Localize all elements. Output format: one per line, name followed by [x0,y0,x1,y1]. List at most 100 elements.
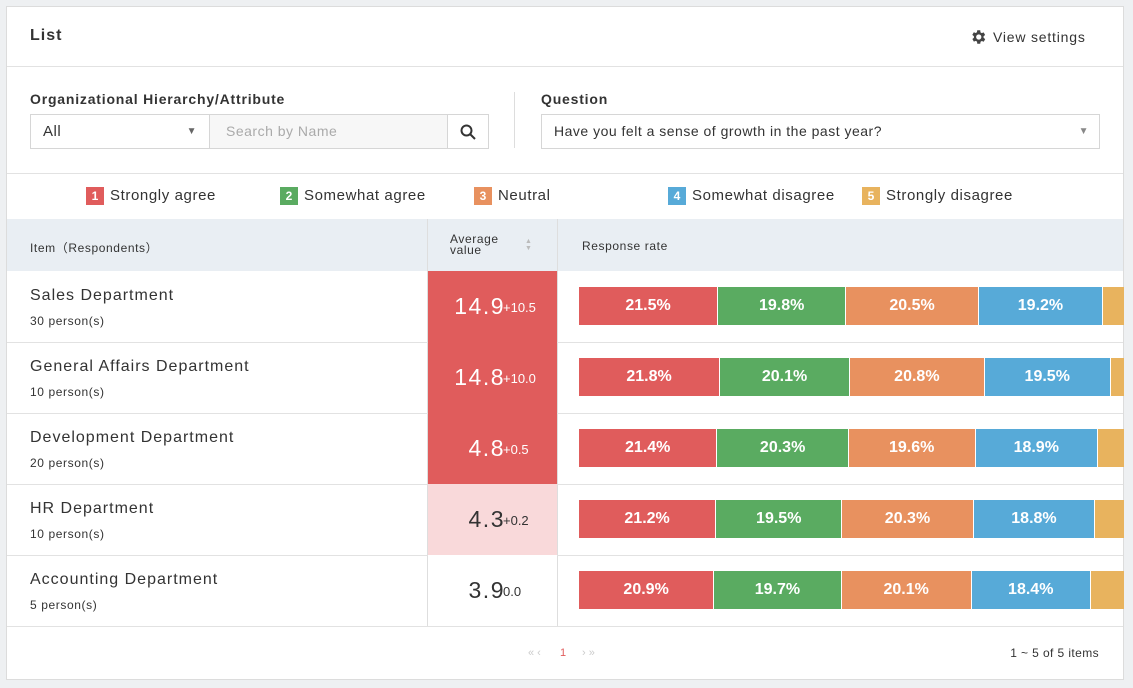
legend-label: Strongly agree [110,187,216,204]
search-button[interactable] [447,114,489,149]
rate-segment: 18.4% [971,571,1090,609]
rate-segment: 20.3% [717,429,848,467]
rate-segment: 18.9% [975,429,1097,467]
hierarchy-select[interactable]: All ▼ [30,114,210,149]
average-diff: 0.0 [503,584,522,599]
title: List [30,27,63,44]
response-bar: 21.4% 20.3% 19.6% 18.9% [579,429,1124,467]
rate-segment: 21.8% [579,358,720,396]
search-input[interactable]: Search by Name [209,114,448,149]
rate-segment-rest [1090,571,1124,609]
response-bar: 21.5% 19.8% 20.5% 19.2% [579,287,1124,325]
response-bar: 21.2% 19.5% 20.3% 18.8% [579,500,1124,538]
rate-segment: 19.5% [716,500,842,538]
rate-segment: 19.2% [978,287,1103,325]
row-name: Development Department [30,429,235,446]
row-divider [7,484,1123,485]
column-header: Response rate [582,239,668,253]
column-header: Item（Respondents） [30,241,159,255]
pager-summary: 1 ~ 5 of 5 items [1010,646,1099,660]
hierarchy-value: All [43,123,62,140]
row-respondents: 10 person(s) [30,385,105,399]
rate-segment: 21.4% [579,429,717,467]
row-name: Sales Department [30,287,175,304]
row-divider [7,626,1123,627]
average-value: 3.9 [468,577,505,603]
caret: ▼ [1078,126,1089,137]
pager-next[interactable]: › » [582,647,595,659]
average-diff: +10.5 [503,300,536,315]
row-divider [7,413,1123,414]
row-divider [7,555,1123,556]
table-header [7,219,1123,271]
question-value: Have you felt a sense of growth in the p… [554,123,883,139]
rate-segment: 19.7% [714,571,841,609]
rate-segment: 21.5% [579,287,718,325]
search-icon [460,124,476,140]
legend-label: Somewhat agree [304,187,426,204]
average-diff: +0.2 [503,513,529,528]
row-respondents: 30 person(s) [30,314,105,328]
average-value: 4.8 [468,435,505,461]
response-bar: 21.8% 20.1% 20.8% 19.5% [579,358,1124,396]
rate-segment: 20.5% [846,287,978,325]
response-bar: 20.9% 19.7% 20.1% 18.4% [579,571,1124,609]
sort-icon[interactable]: ▲ ▼ [525,238,532,252]
row-respondents: 20 person(s) [30,456,105,470]
hierarchy-label: Organizational Hierarchy/Attribute [30,91,286,107]
average-cell [428,342,557,413]
column-divider [557,219,558,627]
rate-segment: 20.8% [850,358,984,396]
rate-segment: 19.8% [718,287,846,325]
rate-segment: 20.3% [842,500,973,538]
rate-segment-rest [1097,429,1124,467]
filter-divider [514,92,515,148]
average-diff: +10.0 [503,371,536,386]
row-divider [7,342,1123,343]
pager-current[interactable]: 1 [560,647,567,659]
rate-segment: 20.9% [579,571,714,609]
column-header[interactable]: Average value [450,232,499,257]
legend-badge: 4 [668,187,686,205]
legend-label: Strongly disagree [886,187,1013,204]
average-value: 14.8 [454,364,505,390]
gear-icon[interactable] [969,28,987,46]
row-name: General Affairs Department [30,358,250,375]
legend-badge: 5 [862,187,880,205]
average-value: 14.9 [454,293,505,319]
question-label: Question [541,91,609,107]
column-divider [427,219,428,627]
rate-segment-rest [1103,287,1124,325]
legend-badge: 2 [280,187,298,205]
average-value: 4.3 [468,506,505,532]
rate-segment-rest [1095,500,1124,538]
caret: ▼ [186,126,197,137]
row-respondents: 10 person(s) [30,527,105,541]
view-settings[interactable]: View settings [993,29,1086,45]
pager-prev[interactable]: « ‹ [528,647,541,659]
question-select[interactable]: Have you felt a sense of growth in the p… [541,114,1100,149]
row-name: HR Department [30,500,155,517]
legend-label: Somewhat disagree [692,187,835,204]
rate-segment: 19.6% [848,429,975,467]
average-cell [428,555,557,626]
row-respondents: 5 person(s) [30,598,98,612]
rate-segment: 21.2% [579,500,716,538]
rate-segment: 18.8% [973,500,1095,538]
average-cell [428,413,557,484]
row-name: Accounting Department [30,571,219,588]
rate-segment: 20.1% [841,571,971,609]
average-diff: +0.5 [503,442,529,457]
divider [7,66,1123,67]
legend-label: Neutral [498,187,551,204]
average-cell [428,271,557,342]
legend-badge: 1 [86,187,104,205]
rate-segment-rest [1110,358,1124,396]
divider [7,173,1123,174]
rate-segment: 20.1% [720,358,850,396]
average-cell [428,484,557,555]
list-card [6,6,1124,680]
rate-segment: 19.5% [984,358,1110,396]
